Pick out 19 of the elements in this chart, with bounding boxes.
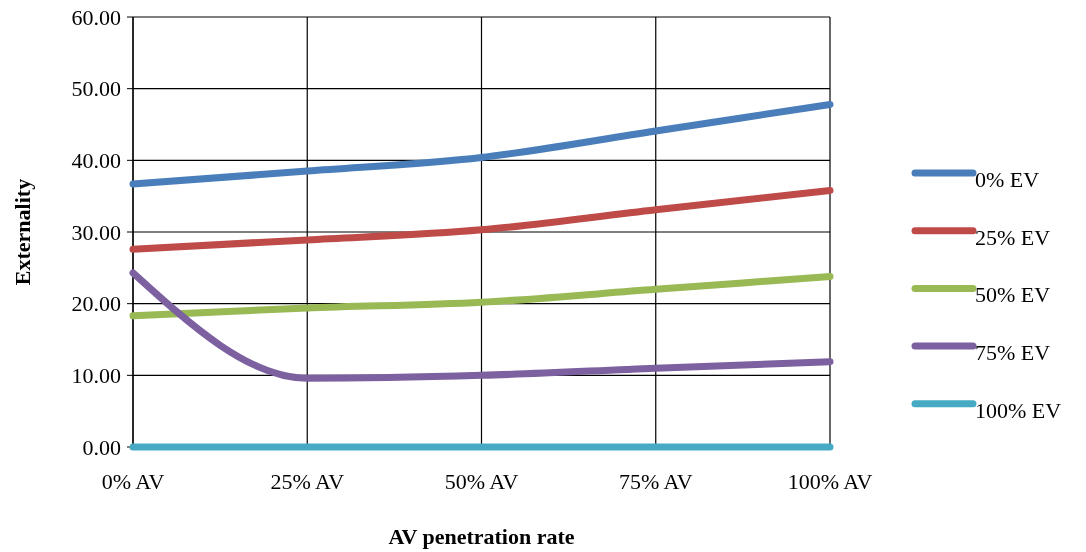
x-axis-title: AV penetration rate bbox=[388, 524, 575, 549]
x-tick-label: 50% AV bbox=[444, 469, 519, 494]
x-tick-label: 25% AV bbox=[270, 469, 345, 494]
x-tick-label: 75% AV bbox=[618, 469, 693, 494]
y-tick-label: 60.00 bbox=[71, 4, 121, 30]
y-axis-title: Externality bbox=[10, 178, 35, 286]
y-tick-label: 30.00 bbox=[71, 219, 121, 245]
legend-label: 0% EV bbox=[975, 167, 1040, 192]
legend-label: 75% EV bbox=[975, 340, 1051, 366]
y-tick-label: 40.00 bbox=[71, 148, 121, 174]
y-tick-label: 10.00 bbox=[71, 363, 121, 389]
legend-label: 25% EV bbox=[975, 224, 1051, 250]
legend-label: 50% EV bbox=[975, 282, 1051, 308]
y-tick-label: 50.00 bbox=[71, 76, 121, 102]
y-tick-label: 20.00 bbox=[71, 291, 121, 317]
x-tick-label: 0% AV bbox=[101, 469, 165, 494]
legend-label: 100% EV bbox=[975, 397, 1062, 423]
x-tick-label: 100% AV bbox=[787, 469, 873, 494]
y-tick-label: 0.00 bbox=[82, 434, 121, 460]
